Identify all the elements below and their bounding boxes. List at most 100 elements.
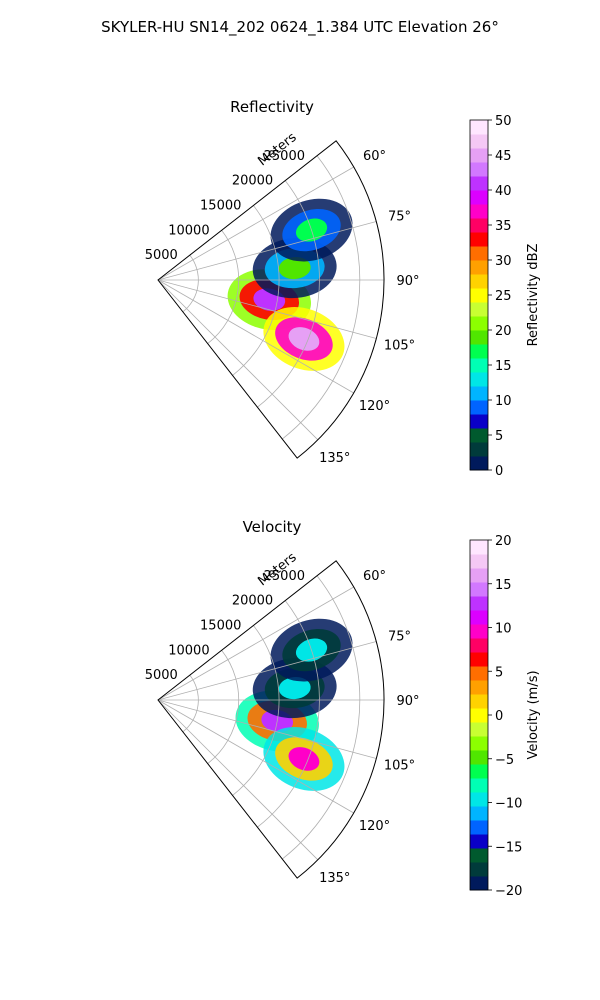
- range-tick-label: 20000: [232, 594, 273, 609]
- echo-region-peak: [278, 256, 311, 280]
- colorbar-tick-label: 20: [495, 534, 512, 549]
- echo-region-peak: [288, 327, 320, 351]
- colorbar-band: [470, 582, 488, 597]
- azimuth-spoke: [157, 699, 319, 861]
- colorbar-band: [470, 722, 488, 737]
- colorbar-band: [470, 652, 488, 667]
- azimuth-tick-label: 105°: [384, 759, 415, 774]
- echo-region-peak: [278, 676, 311, 700]
- azimuth-spoke: [157, 279, 354, 394]
- range-ring: [207, 230, 240, 344]
- colorbar-band: [470, 246, 488, 261]
- azimuth-tick-label: 60°: [363, 149, 386, 164]
- range-ring: [182, 674, 199, 733]
- colorbar-tick-label: 0: [495, 709, 503, 724]
- colorbar-tick-label: 15: [495, 578, 512, 593]
- range-ring: [207, 650, 240, 764]
- azimuth-spoke: [157, 699, 354, 814]
- colorbar-band: [470, 862, 488, 877]
- colorbar-band: [470, 190, 488, 205]
- colorbar-band: [470, 288, 488, 303]
- colorbar-band: [470, 302, 488, 317]
- azimuth-spoke: [157, 279, 319, 441]
- panel-title: Reflectivity: [230, 98, 314, 116]
- colorbar-band: [470, 666, 488, 681]
- azimuth-spoke: [157, 166, 354, 281]
- echo-region-peak: [288, 747, 320, 771]
- range-ring: [232, 205, 280, 376]
- colorbar-tick-label: −20: [495, 884, 522, 899]
- colorbar-band: [470, 680, 488, 695]
- colorbar-band: [470, 736, 488, 751]
- colorbar-tick-label: −10: [495, 797, 522, 812]
- colorbar-tick-label: 10: [495, 622, 512, 637]
- range-tick-label: 10000: [168, 643, 209, 658]
- sector-outline: [157, 560, 385, 879]
- colorbar-band: [470, 134, 488, 149]
- colorbar-band: [470, 176, 488, 191]
- colorbar-band: [470, 876, 488, 891]
- colorbar-band: [470, 540, 488, 555]
- range-tick-label: 10000: [168, 223, 209, 238]
- colorbar-tick-label: 25: [495, 289, 512, 304]
- colorbar-label: Velocity (m/s): [526, 670, 541, 759]
- colorbar-tick-label: 15: [495, 359, 512, 374]
- echo-layer: [235, 618, 353, 791]
- colorbar-band: [470, 204, 488, 219]
- azimuth-spoke: [157, 699, 377, 759]
- polar-panel-reflectivity: Reflectivity500010000150002000025000Mete…: [145, 98, 541, 479]
- colorbar-band: [470, 330, 488, 345]
- colorbar-tick-label: 40: [495, 184, 512, 199]
- colorbar-band: [470, 638, 488, 653]
- colorbar-band: [470, 596, 488, 611]
- colorbar-band: [470, 218, 488, 233]
- echo-layer: [227, 198, 353, 371]
- colorbar-band: [470, 694, 488, 709]
- range-tick-label: 15000: [200, 198, 241, 213]
- colorbar-band: [470, 428, 488, 443]
- colorbar-band: [470, 260, 488, 275]
- colorbar-band: [470, 820, 488, 835]
- range-ring: [281, 575, 361, 860]
- colorbar-band: [470, 414, 488, 429]
- range-tick-label: 25000: [264, 149, 305, 164]
- colorbar-tick-label: 45: [495, 149, 512, 164]
- colorbar-tick-label: −15: [495, 840, 522, 855]
- azimuth-tick-label: 120°: [359, 819, 390, 834]
- azimuth-spoke: [157, 641, 377, 701]
- colorbar-band: [470, 162, 488, 177]
- colorbar-band: [470, 848, 488, 863]
- colorbar-tick-label: 10: [495, 394, 512, 409]
- colorbar-band: [470, 372, 488, 387]
- range-tick-label: 5000: [145, 668, 178, 683]
- colorbar-band: [470, 764, 488, 779]
- colorbar-band: [470, 386, 488, 401]
- colorbar-band: [470, 778, 488, 793]
- colorbar-band: [470, 148, 488, 163]
- range-ring: [257, 180, 320, 408]
- azimuth-spoke: [157, 279, 377, 339]
- colorbar-band: [470, 554, 488, 569]
- range-tick-label: 20000: [232, 174, 273, 189]
- figure-title: SKYLER-HU SN14_202 0624_1.384 UTC Elevat…: [101, 18, 499, 37]
- colorbar-band: [470, 442, 488, 457]
- azimuth-spoke: [157, 586, 354, 701]
- colorbar-tick-label: 5: [495, 665, 503, 680]
- colorbar-band: [470, 344, 488, 359]
- colorbar-band: [470, 834, 488, 849]
- colorbar-band: [470, 792, 488, 807]
- colorbar-label: Reflectivity dBZ: [526, 244, 541, 347]
- range-tick-label: 15000: [200, 618, 241, 633]
- azimuth-tick-label: 75°: [388, 629, 411, 644]
- colorbar-band: [470, 708, 488, 723]
- colorbar-band: [470, 232, 488, 247]
- colorbar-band: [470, 120, 488, 135]
- colorbar-band: [470, 274, 488, 289]
- azimuth-tick-label: 135°: [319, 871, 350, 886]
- range-tick-label: 25000: [264, 569, 305, 584]
- range-tick-label: 5000: [145, 248, 178, 263]
- colorbar-tick-label: 5: [495, 429, 503, 444]
- azimuth-tick-label: 90°: [396, 694, 419, 709]
